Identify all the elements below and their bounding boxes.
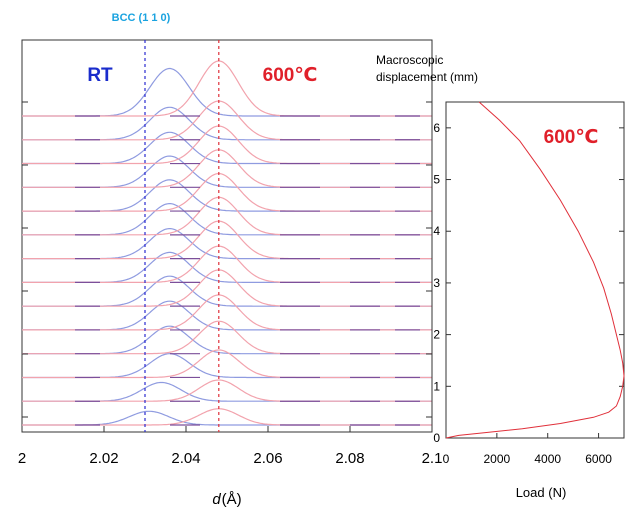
hot-profile-1 bbox=[22, 379, 432, 402]
rt-profile-8 bbox=[22, 203, 432, 236]
600c-label-right: 600℃ bbox=[544, 127, 599, 148]
x-tick-label-0: 2 bbox=[18, 450, 26, 467]
rt-profile-2 bbox=[22, 353, 432, 379]
disp-tick-label-2: 2 bbox=[433, 328, 440, 342]
right-plot-frame bbox=[445, 101, 625, 439]
hot-profile-3 bbox=[22, 320, 432, 355]
rt-profile-10 bbox=[22, 155, 432, 188]
hot-profile-8 bbox=[22, 196, 432, 236]
load-tick-label-3: 6000 bbox=[585, 452, 612, 466]
reference-lines bbox=[144, 40, 220, 432]
x-tick-label-4: 2.08 bbox=[335, 450, 364, 467]
d-axis-label: d(Å) bbox=[212, 491, 241, 508]
hot-profile-12 bbox=[22, 100, 432, 141]
x-axis-ticks: 2 2.02 2.04 2.06 2.08 2.1 bbox=[18, 426, 443, 467]
rt-profile-11 bbox=[22, 131, 432, 165]
hot-profile-5 bbox=[22, 269, 432, 307]
load-tick-label-1: 2000 bbox=[484, 452, 511, 466]
x-tick-label-3: 2.06 bbox=[253, 450, 282, 467]
rt-label: RT bbox=[87, 65, 113, 86]
x-tick-label-1: 2.02 bbox=[89, 450, 118, 467]
load-tick-label-0: 0 bbox=[443, 452, 450, 466]
disp-tick-label-4: 4 bbox=[433, 224, 440, 238]
rt-profile-7 bbox=[22, 228, 432, 260]
right-axis-ticks: 0 2000 4000 6000 0 1 2 3 4 5 6 bbox=[433, 121, 624, 466]
hot-profile-9 bbox=[22, 173, 432, 212]
y-axis-label-line1: Macroscopic bbox=[376, 53, 443, 67]
rt-profile-5 bbox=[22, 275, 432, 307]
hot-profile-4 bbox=[22, 294, 432, 331]
x-tick-label-5: 2.1 bbox=[422, 450, 443, 467]
disp-tick-label-1: 1 bbox=[433, 379, 440, 393]
load-axis-label: Load (N) bbox=[516, 485, 567, 500]
diffraction-panel: 2 2.02 2.04 2.06 2.08 2.1 BCC (1 1 0) RT 600℃… bbox=[18, 12, 443, 508]
d-axis-label-symbol: d bbox=[212, 491, 221, 508]
600c-label-left: 600℃ bbox=[263, 65, 318, 86]
rt-profile-12 bbox=[22, 106, 432, 141]
y-axis-ticks bbox=[22, 101, 432, 418]
bcc-reference-label: BCC (1 1 0) bbox=[112, 12, 171, 24]
hot-profile-11 bbox=[22, 125, 432, 165]
rt-profile-1 bbox=[22, 381, 432, 402]
profile-lines bbox=[22, 60, 432, 426]
rt-profile-6 bbox=[22, 251, 432, 283]
hot-profile-0 bbox=[22, 408, 432, 426]
hot-profile-6 bbox=[22, 245, 432, 283]
disp-tick-label-6: 6 bbox=[433, 121, 440, 135]
disp-tick-label-3: 3 bbox=[433, 276, 440, 290]
rt-profile-0 bbox=[22, 410, 432, 426]
hot-profile-7 bbox=[22, 220, 432, 260]
hot-profile-13 bbox=[22, 60, 432, 117]
left-plot-frame bbox=[21, 39, 433, 433]
d-axis-label-unit: (Å) bbox=[222, 491, 242, 508]
rt-profile-9 bbox=[22, 179, 432, 212]
load-displacement-panel: 0 2000 4000 6000 0 1 2 3 4 5 6 Macroscopic displac… bbox=[376, 53, 625, 500]
load-displacement-curve bbox=[445, 101, 625, 439]
disp-tick-label-0: 0 bbox=[433, 431, 440, 445]
y-axis-label-line2: displacement (mm) bbox=[376, 70, 478, 84]
x-tick-label-2: 2.04 bbox=[171, 450, 200, 467]
load-tick-label-2: 4000 bbox=[534, 452, 561, 466]
rt-profile-13 bbox=[22, 67, 432, 117]
disp-tick-label-5: 5 bbox=[433, 173, 440, 187]
hot-profile-10 bbox=[22, 149, 432, 188]
